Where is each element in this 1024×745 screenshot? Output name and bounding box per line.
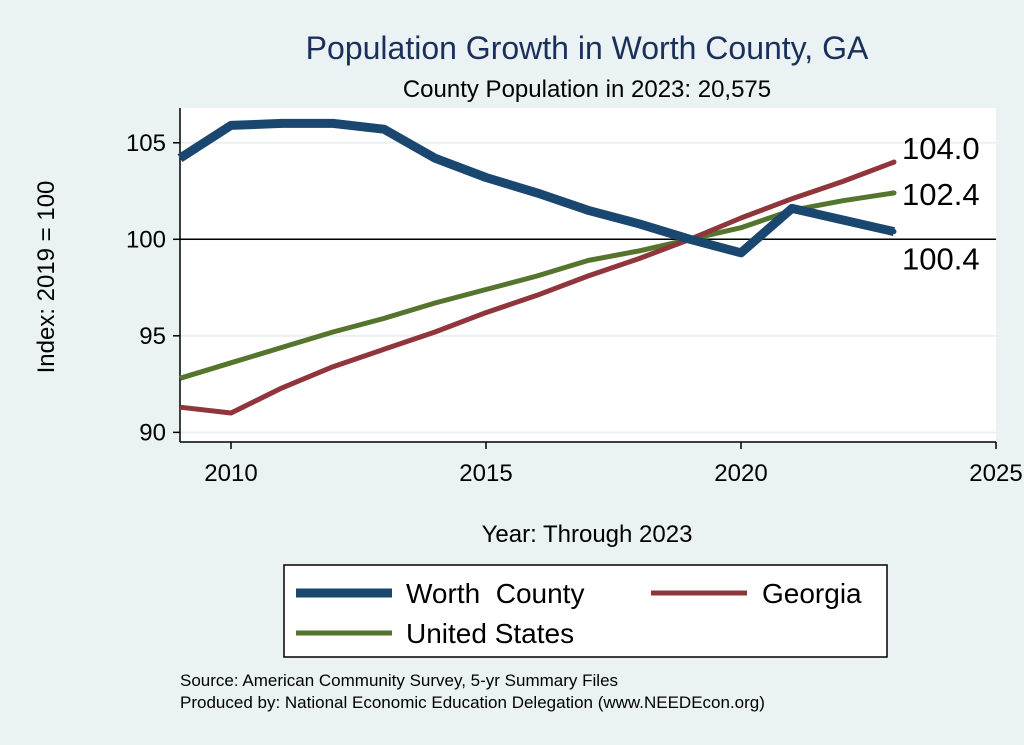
chart-subtitle: County Population in 2023: 20,575 <box>403 76 771 103</box>
series-group <box>177 118 897 416</box>
series-line-georgia <box>179 159 895 416</box>
y-tick-label: 90 <box>139 419 166 446</box>
end-label: 100.4 <box>902 242 980 277</box>
series-end-point <box>891 159 897 165</box>
x-tick-label: 2015 <box>459 460 512 487</box>
legend: Worth County Georgia United States <box>283 564 888 658</box>
chart-title: Population Growth in Worth County, GA <box>306 30 869 66</box>
legend-label: Georgia <box>762 578 862 609</box>
x-tick-label: 2010 <box>204 460 257 487</box>
y-tick-label: 95 <box>139 323 166 350</box>
source-line: Source: American Community Survey, 5-yr … <box>180 671 618 690</box>
y-tick-label: 105 <box>126 130 166 157</box>
end-label: 104.0 <box>902 131 980 166</box>
x-tick-label: 2020 <box>714 460 767 487</box>
legend-label: Worth County <box>406 578 584 609</box>
y-axis-title: Index: 2019 = 100 <box>33 181 60 374</box>
y-tick-label: 100 <box>126 226 166 253</box>
series-line-worth-county <box>177 118 895 258</box>
legend-label: United States <box>406 618 574 649</box>
series-end-point <box>891 190 897 196</box>
x-tick-label: 2025 <box>969 460 1022 487</box>
axes: 90 95 100 105 2010 2015 2020 2025 <box>126 108 1023 487</box>
series-end-point <box>891 229 897 235</box>
producer-line: Produced by: National Economic Education… <box>180 693 765 712</box>
x-axis-title: Year: Through 2023 <box>482 521 693 548</box>
end-label: 102.4 <box>902 177 980 212</box>
series-line-united-states <box>179 190 895 381</box>
legend-box <box>283 564 888 658</box>
end-labels: 100.4 104.0 102.4 <box>902 131 980 277</box>
